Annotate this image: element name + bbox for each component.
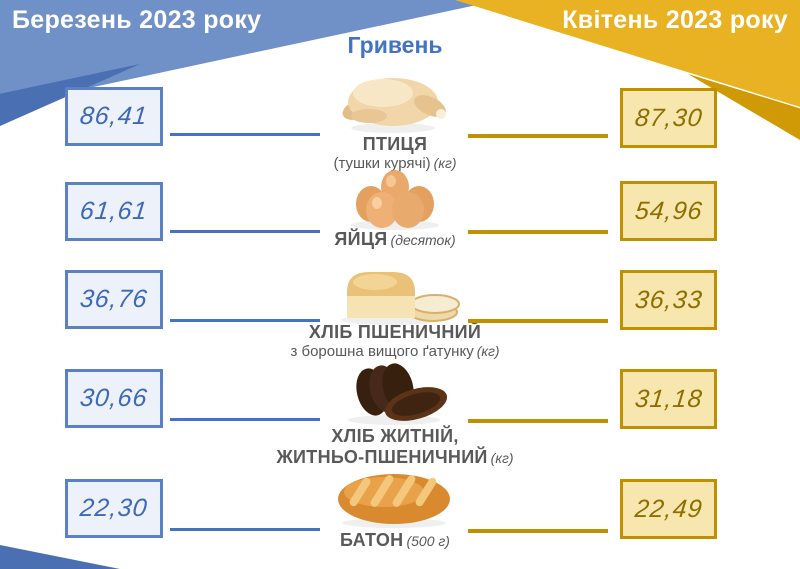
march-price-value: 22,30 xyxy=(78,494,150,522)
connector-line-left xyxy=(170,528,320,531)
product-title-line2: ЖИТНЬО-ПШЕНИЧНИЙ xyxy=(276,446,488,467)
april-price-value: 36,33 xyxy=(633,285,704,314)
march-price-box: 36,76 xyxy=(65,270,163,329)
product-title: ПТИЦЯ xyxy=(362,134,428,154)
connector-line-right xyxy=(468,230,608,234)
march-price-value: 61,61 xyxy=(78,197,150,225)
rye-bread-icon xyxy=(240,358,550,426)
april-price-value: 54,96 xyxy=(633,196,704,225)
connector-line-right xyxy=(468,529,608,533)
april-price-box: 87,30 xyxy=(620,88,717,148)
march-price-box: 30,66 xyxy=(65,369,163,428)
april-price-value: 87,30 xyxy=(633,103,704,132)
product-label: ХЛІБ ЖИТНІЙ, ЖИТНЬО-ПШЕНИЧНИЙ (кг) xyxy=(225,426,565,468)
eggs-icon xyxy=(240,166,550,232)
product-label: ЯЙЦЯ (десяток) xyxy=(225,229,565,250)
april-price-box: 31,18 xyxy=(620,369,717,429)
connector-line-left xyxy=(170,133,320,136)
bottom-left-wedge xyxy=(0,545,120,569)
product-subtitle: з борошна вищого ґатунку xyxy=(290,342,474,360)
connector-line-left xyxy=(170,319,320,322)
baton-icon xyxy=(240,468,550,530)
connector-line-left xyxy=(170,230,320,233)
connector-line-left xyxy=(170,418,320,421)
march-price-value: 86,41 xyxy=(78,102,150,130)
product-unit: (кг) xyxy=(490,449,514,466)
connector-line-right xyxy=(468,419,608,423)
march-price-box: 86,41 xyxy=(65,87,163,146)
march-price-value: 36,76 xyxy=(78,285,150,313)
product-unit: (десяток) xyxy=(390,232,456,248)
wheat-bread-icon xyxy=(240,260,550,326)
product-title: ХЛІБ ЖИТНІЙ, xyxy=(331,426,459,446)
connector-line-right xyxy=(468,319,608,323)
march-price-box: 61,61 xyxy=(65,182,163,241)
april-banner-label: Квітень 2023 року xyxy=(562,6,788,34)
april-price-value: 31,18 xyxy=(633,384,704,413)
april-price-box: 36,33 xyxy=(620,270,717,330)
march-price-value: 30,66 xyxy=(78,384,150,412)
product-label: ХЛІБ ПШЕНИЧНИЙ з борошна вищого ґатунку(… xyxy=(225,322,565,361)
product-label: ПТИЦЯ (тушки курячі) (кг) xyxy=(225,134,565,173)
connector-line-right xyxy=(468,134,608,138)
product-subtitle: (тушки курячі) xyxy=(333,154,431,172)
product-unit: (500 г) xyxy=(406,533,450,549)
april-price-box: 22,49 xyxy=(620,479,717,539)
march-banner-label: Березень 2023 року xyxy=(12,6,262,34)
poultry-icon xyxy=(240,62,550,136)
product-unit: (кг) xyxy=(433,154,457,171)
april-price-value: 22,49 xyxy=(633,494,704,523)
april-price-box: 54,96 xyxy=(620,181,717,241)
product-unit: (кг) xyxy=(476,342,500,359)
product-title: БАТОН xyxy=(340,530,404,550)
march-price-box: 22,30 xyxy=(65,479,163,538)
product-title: ХЛІБ ПШЕНИЧНИЙ xyxy=(308,322,482,342)
product-title: ЯЙЦЯ xyxy=(334,229,388,249)
page-title: Гривень xyxy=(347,32,443,58)
product-label: БАТОН (500 г) xyxy=(225,530,565,551)
